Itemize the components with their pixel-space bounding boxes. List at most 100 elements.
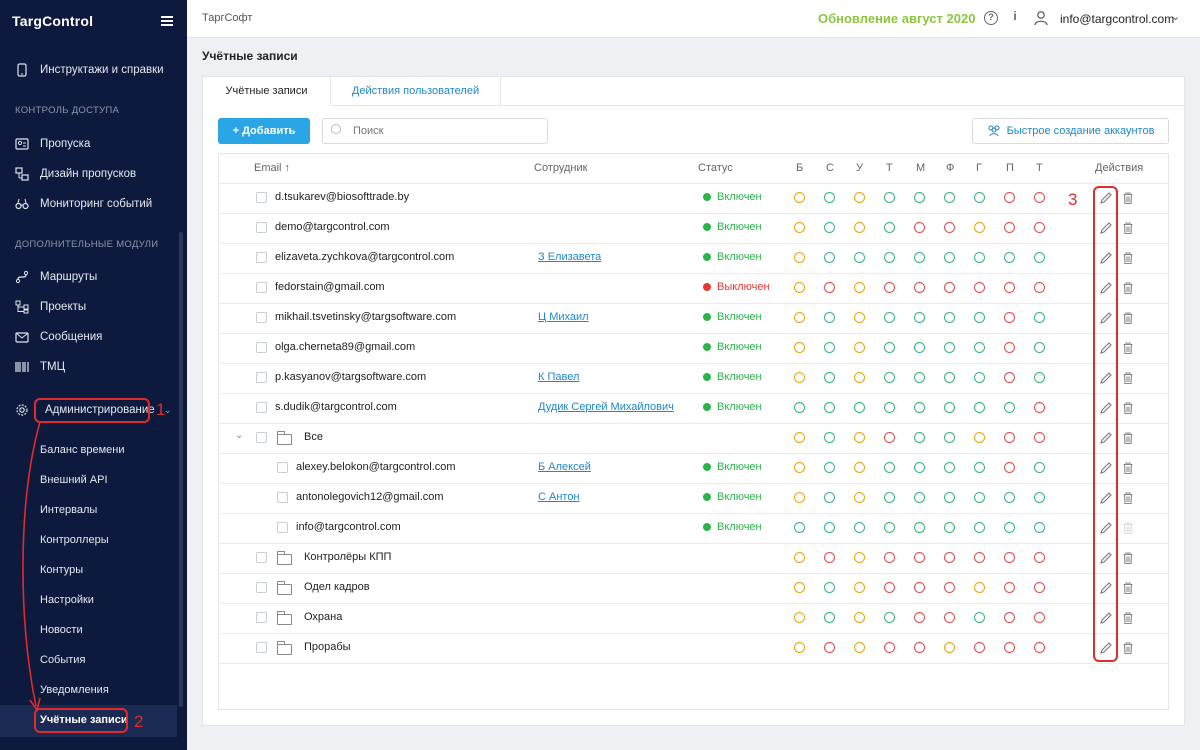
permission-indicator[interactable] bbox=[794, 282, 805, 293]
sidebar-subitem-accounts[interactable]: Учётные записи bbox=[40, 714, 128, 726]
sidebar-item-event-monitoring[interactable]: Мониторинг событий bbox=[0, 189, 187, 219]
permission-indicator[interactable] bbox=[1004, 312, 1015, 323]
permission-indicator[interactable] bbox=[974, 222, 985, 233]
permission-indicator[interactable] bbox=[1004, 282, 1015, 293]
edit-pencil-icon[interactable] bbox=[1099, 551, 1113, 565]
permission-indicator[interactable] bbox=[914, 582, 925, 593]
permission-indicator[interactable] bbox=[854, 642, 865, 653]
permission-indicator[interactable] bbox=[1034, 342, 1045, 353]
permission-indicator[interactable] bbox=[824, 612, 835, 623]
user-email[interactable]: info@targcontrol.com bbox=[1060, 12, 1175, 26]
permission-indicator[interactable] bbox=[974, 402, 985, 413]
permission-indicator[interactable] bbox=[1034, 582, 1045, 593]
permission-indicator[interactable] bbox=[944, 612, 955, 623]
row-checkbox[interactable] bbox=[277, 522, 288, 533]
permission-indicator[interactable] bbox=[974, 312, 985, 323]
row-checkbox[interactable] bbox=[256, 582, 267, 593]
delete-trash-icon[interactable] bbox=[1121, 311, 1135, 325]
edit-pencil-icon[interactable] bbox=[1099, 401, 1113, 415]
permission-indicator[interactable] bbox=[944, 342, 955, 353]
permission-indicator[interactable] bbox=[944, 492, 955, 503]
permission-indicator[interactable] bbox=[824, 552, 835, 563]
permission-indicator[interactable] bbox=[824, 582, 835, 593]
permission-indicator[interactable] bbox=[1034, 462, 1045, 473]
permission-indicator[interactable] bbox=[974, 192, 985, 203]
sidebar-subitem-news[interactable]: Новости bbox=[40, 624, 83, 636]
permission-indicator[interactable] bbox=[854, 582, 865, 593]
delete-trash-icon[interactable] bbox=[1121, 401, 1135, 415]
permission-indicator[interactable] bbox=[914, 252, 925, 263]
permission-indicator[interactable] bbox=[944, 462, 955, 473]
permission-indicator[interactable] bbox=[824, 222, 835, 233]
permission-indicator[interactable] bbox=[854, 402, 865, 413]
permission-indicator[interactable] bbox=[914, 432, 925, 443]
row-checkbox[interactable] bbox=[256, 402, 267, 413]
permission-indicator[interactable] bbox=[824, 522, 835, 533]
permission-indicator[interactable] bbox=[1034, 552, 1045, 563]
permission-indicator[interactable] bbox=[1034, 282, 1045, 293]
permission-indicator[interactable] bbox=[884, 462, 895, 473]
group-name[interactable]: Прорабы bbox=[304, 641, 351, 653]
sidebar-subitem-intervals[interactable]: Интервалы bbox=[40, 504, 98, 516]
edit-pencil-icon[interactable] bbox=[1099, 611, 1113, 625]
permission-indicator[interactable] bbox=[824, 312, 835, 323]
sidebar-item-routes[interactable]: Маршруты bbox=[0, 262, 187, 292]
permission-indicator[interactable] bbox=[884, 402, 895, 413]
info-icon[interactable]: i bbox=[1013, 9, 1017, 23]
permission-indicator[interactable] bbox=[914, 372, 925, 383]
permission-indicator[interactable] bbox=[1034, 432, 1045, 443]
hamburger-icon[interactable] bbox=[161, 16, 173, 26]
edit-pencil-icon[interactable] bbox=[1099, 491, 1113, 505]
permission-indicator[interactable] bbox=[944, 282, 955, 293]
permission-indicator[interactable] bbox=[1034, 522, 1045, 533]
permission-indicator[interactable] bbox=[794, 372, 805, 383]
permission-indicator[interactable] bbox=[824, 192, 835, 203]
permission-indicator[interactable] bbox=[884, 282, 895, 293]
delete-trash-icon[interactable] bbox=[1121, 281, 1135, 295]
row-checkbox[interactable] bbox=[256, 642, 267, 653]
permission-indicator[interactable] bbox=[914, 612, 925, 623]
update-link[interactable]: Обновление август 2020 bbox=[818, 11, 976, 26]
permission-indicator[interactable] bbox=[944, 192, 955, 203]
row-checkbox[interactable] bbox=[256, 192, 267, 203]
permission-indicator[interactable] bbox=[944, 252, 955, 263]
delete-trash-icon[interactable] bbox=[1121, 551, 1135, 565]
sidebar-item-inventory[interactable]: ТМЦ bbox=[0, 352, 187, 382]
sidebar-subitem-time-balance[interactable]: Баланс времени bbox=[40, 444, 125, 456]
permission-indicator[interactable] bbox=[914, 192, 925, 203]
edit-pencil-icon[interactable] bbox=[1099, 521, 1113, 535]
permission-indicator[interactable] bbox=[1004, 642, 1015, 653]
permission-indicator[interactable] bbox=[1004, 582, 1015, 593]
permission-indicator[interactable] bbox=[1034, 312, 1045, 323]
permission-indicator[interactable] bbox=[824, 462, 835, 473]
employee-link[interactable]: З Елизавета bbox=[538, 251, 602, 263]
row-checkbox[interactable] bbox=[256, 312, 267, 323]
sidebar-item-administration[interactable]: Администрирование bbox=[0, 395, 187, 425]
permission-indicator[interactable] bbox=[974, 372, 985, 383]
edit-pencil-icon[interactable] bbox=[1099, 341, 1113, 355]
permission-indicator[interactable] bbox=[824, 492, 835, 503]
permission-indicator[interactable] bbox=[944, 642, 955, 653]
permission-indicator[interactable] bbox=[974, 432, 985, 443]
employee-link[interactable]: Ц Михаил bbox=[538, 311, 589, 323]
permission-indicator[interactable] bbox=[1034, 492, 1045, 503]
permission-indicator[interactable] bbox=[1004, 222, 1015, 233]
permission-indicator[interactable] bbox=[914, 492, 925, 503]
permission-indicator[interactable] bbox=[824, 252, 835, 263]
permission-indicator[interactable] bbox=[854, 192, 865, 203]
permission-indicator[interactable] bbox=[944, 582, 955, 593]
permission-indicator[interactable] bbox=[1004, 192, 1015, 203]
permission-indicator[interactable] bbox=[794, 462, 805, 473]
group-name[interactable]: Контролёры КПП bbox=[304, 551, 392, 563]
permission-indicator[interactable] bbox=[914, 402, 925, 413]
sidebar-subitem-controllers[interactable]: Контроллеры bbox=[40, 534, 109, 546]
delete-trash-icon[interactable] bbox=[1121, 491, 1135, 505]
permission-indicator[interactable] bbox=[884, 612, 895, 623]
permission-indicator[interactable] bbox=[884, 342, 895, 353]
edit-pencil-icon[interactable] bbox=[1099, 581, 1113, 595]
delete-trash-icon[interactable] bbox=[1121, 251, 1135, 265]
permission-indicator[interactable] bbox=[824, 342, 835, 353]
permission-indicator[interactable] bbox=[944, 222, 955, 233]
permission-indicator[interactable] bbox=[794, 522, 805, 533]
search-input[interactable] bbox=[322, 118, 548, 144]
